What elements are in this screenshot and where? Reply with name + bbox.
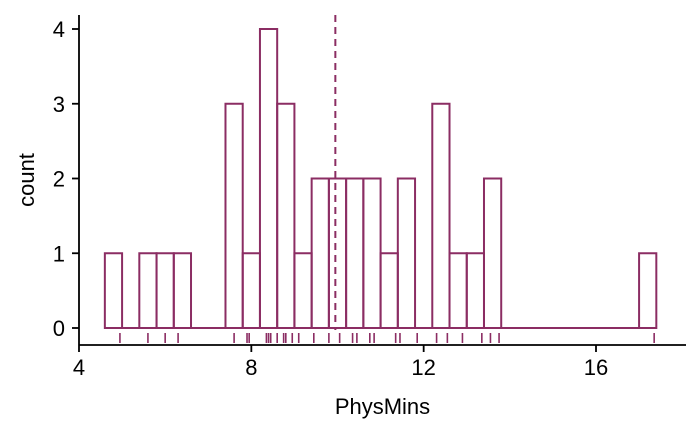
histogram-bar <box>138 252 158 329</box>
histogram-bar <box>465 252 485 329</box>
histogram-bar <box>155 252 175 329</box>
rug-marks <box>119 333 655 343</box>
histogram-bar <box>396 177 417 329</box>
histogram-bar <box>258 28 279 329</box>
histogram-bar <box>482 177 503 329</box>
x-ticks: 4 8 12 16 <box>73 345 608 380</box>
x-tick-label: 16 <box>584 355 608 380</box>
x-tick-label: 8 <box>245 355 257 380</box>
y-tick-label: 1 <box>53 241 65 266</box>
y-tick-label: 0 <box>53 316 65 341</box>
y-tick-label: 4 <box>53 17 65 42</box>
y-tick-label: 3 <box>53 92 65 117</box>
histogram-bar <box>448 252 468 329</box>
x-axis-label: PhysMins <box>335 394 430 419</box>
histogram-bar <box>345 177 365 329</box>
y-tick-label: 2 <box>53 167 65 192</box>
histogram-bar <box>431 102 451 329</box>
histogram-bar <box>172 252 193 329</box>
histogram-bar <box>103 252 124 329</box>
y-ticks: 0 1 2 3 4 <box>53 17 79 341</box>
x-tick-label: 4 <box>73 355 85 380</box>
histogram-bar <box>327 177 348 329</box>
histogram-bar <box>310 177 330 329</box>
y-axis-label: count <box>14 153 39 207</box>
histogram-bar <box>362 177 382 329</box>
axes <box>78 15 686 346</box>
histogram-bar <box>293 252 313 329</box>
histogram-bar <box>241 252 261 329</box>
histogram-bar <box>276 102 296 329</box>
x-tick-label: 12 <box>411 355 435 380</box>
histogram-bar <box>379 252 399 329</box>
histogram-bars <box>103 28 658 330</box>
histogram-bar <box>224 102 244 329</box>
histogram-bar <box>638 252 658 329</box>
